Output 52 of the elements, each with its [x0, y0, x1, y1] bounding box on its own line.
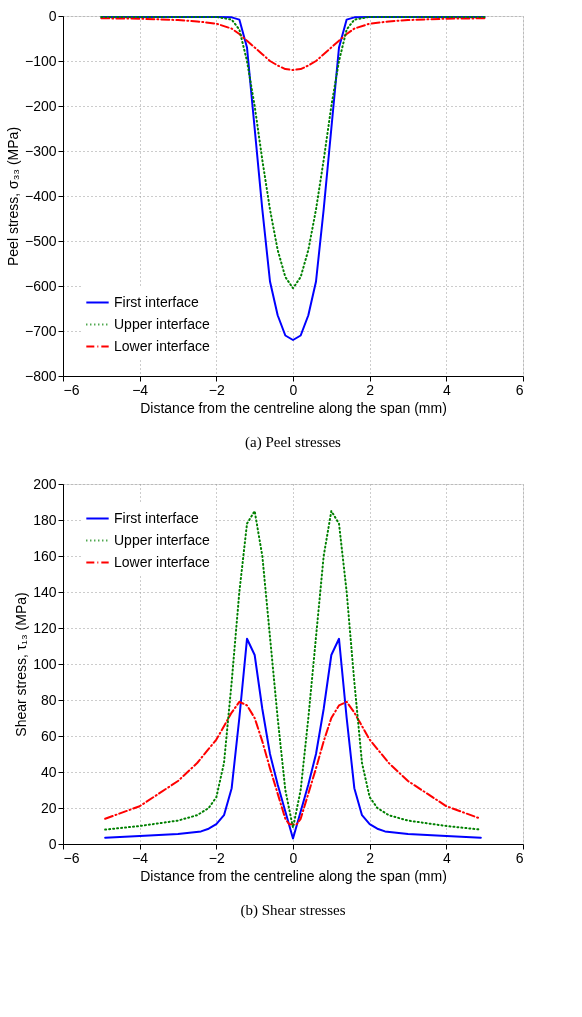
legend-label: Upper interface: [114, 531, 210, 548]
y-axis-title: Shear stress, τ₁₃ (MPa): [13, 592, 30, 737]
line-series: [104, 700, 482, 826]
legend-label: Upper interface: [114, 315, 210, 332]
line-series: [104, 637, 482, 840]
y-tick-label: 160: [33, 547, 57, 564]
x-tick-label: 6: [515, 381, 524, 398]
x-tick-label: 2: [366, 381, 375, 398]
line-series: [100, 17, 486, 71]
x-axis-title: Distance from the centreline along the span (mm): [140, 399, 447, 416]
y-tick-label: −600: [24, 277, 57, 294]
y-tick-label: 200: [33, 475, 57, 492]
x-tick-label: −2: [208, 849, 226, 866]
y-tick-label: −400: [24, 187, 57, 204]
x-tick-label: −6: [63, 849, 80, 866]
y-tick-label: 20: [40, 799, 57, 816]
legend-label: First interface: [114, 293, 200, 310]
text: (b) Shear stresses: [240, 902, 346, 919]
x-tick-label: 0: [289, 381, 298, 398]
y-tick-label: 180: [33, 511, 57, 528]
legend-label: Lower interface: [114, 337, 210, 354]
y-tick-label: 120: [33, 619, 57, 636]
y-tick-label: −100: [24, 52, 57, 69]
x-tick-label: 4: [442, 381, 451, 398]
y-tick-label: −500: [24, 232, 57, 249]
y-tick-label: 40: [40, 763, 57, 780]
y-tick-label: 140: [33, 583, 57, 600]
x-tick-label: 0: [289, 849, 298, 866]
x-tick-label: 2: [366, 849, 375, 866]
x-tick-label: 4: [442, 849, 451, 866]
x-axis-title: Distance from the centreline along the span (mm): [140, 867, 447, 884]
y-tick-label: 0: [48, 7, 57, 24]
y-tick-label: −300: [24, 142, 57, 159]
x-tick-label: 6: [515, 849, 524, 866]
y-tick-label: 80: [40, 691, 57, 708]
text: (a) Peel stresses: [245, 434, 342, 451]
y-tick-label: −200: [24, 97, 57, 114]
y-tick-label: −700: [24, 322, 57, 339]
y-tick-label: −800: [24, 367, 57, 384]
y-axis-title: Peel stress, σ₃₃ (MPa): [4, 126, 21, 267]
line-series: [104, 510, 482, 831]
y-tick-label: 100: [33, 655, 57, 672]
x-tick-label: −2: [208, 381, 226, 398]
line-series: [100, 15, 486, 290]
line-series: [100, 15, 486, 341]
legend-label: First interface: [114, 509, 200, 526]
y-tick-label: 0: [48, 835, 57, 852]
legend-label: Lower interface: [114, 553, 210, 570]
x-tick-label: −4: [132, 381, 149, 398]
x-tick-label: −4: [132, 849, 149, 866]
y-tick-label: 60: [40, 727, 57, 744]
x-tick-label: −6: [63, 381, 80, 398]
